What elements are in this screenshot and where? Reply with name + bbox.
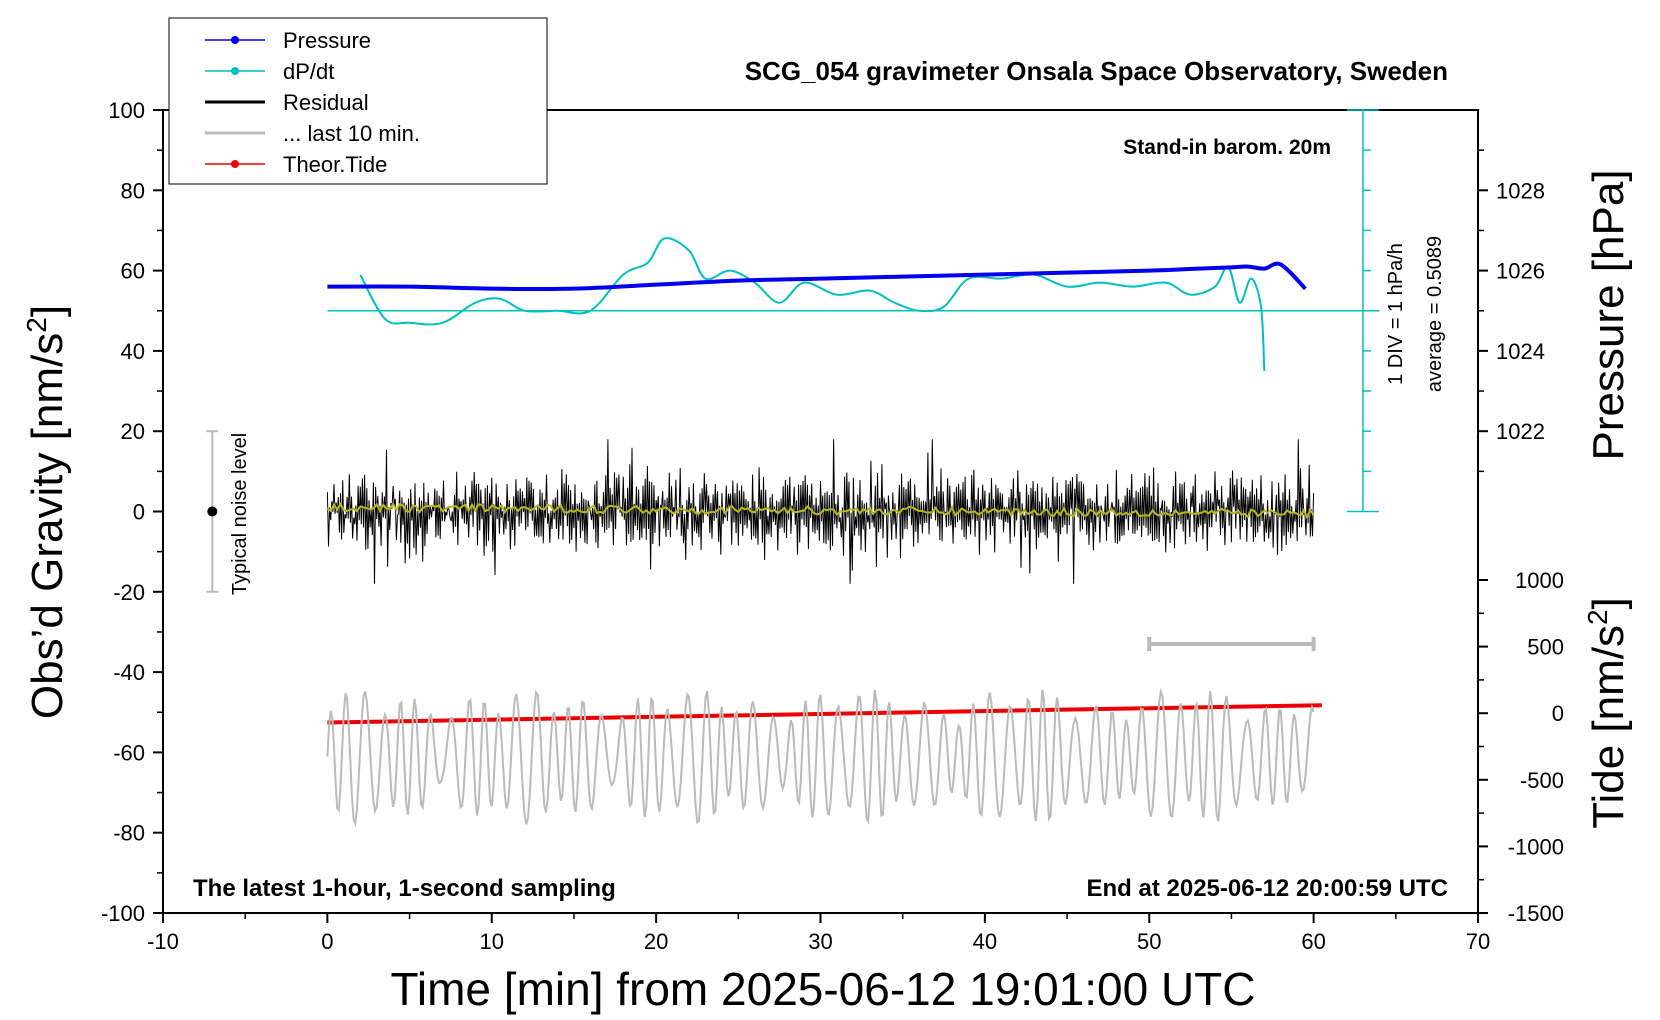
residual-smoothed-line bbox=[326, 501, 1315, 520]
tide-tick-label: 0 bbox=[1552, 701, 1564, 726]
x-tick-label: 50 bbox=[1137, 929, 1161, 954]
y-tick-label: -60 bbox=[113, 740, 145, 765]
y-tick-label: 60 bbox=[121, 259, 145, 284]
x-tick-label: 60 bbox=[1301, 929, 1325, 954]
noise-label: Typical noise level bbox=[229, 433, 251, 595]
bottom-right-note: End at 2025-06-12 20:00:59 UTC bbox=[1087, 875, 1449, 902]
legend-label: ... last 10 min. bbox=[283, 121, 420, 146]
y-tick-label: 0 bbox=[133, 500, 145, 525]
legend-label: Pressure bbox=[283, 28, 371, 53]
residual-line bbox=[326, 439, 1315, 584]
legend: Pressure dP/dt Residual ... last 10 min. The… bbox=[168, 17, 548, 185]
tide-tick-label: -1500 bbox=[1508, 901, 1564, 926]
tide-tick-label: 1000 bbox=[1515, 568, 1564, 593]
legend-marker bbox=[231, 160, 239, 168]
tide-tick-label: 500 bbox=[1527, 635, 1564, 660]
legend-marker bbox=[231, 36, 239, 44]
dpdt-line bbox=[359, 237, 1266, 372]
y-label-left-close: ] bbox=[23, 305, 72, 317]
pressure-tick-label: 1028 bbox=[1496, 178, 1545, 203]
bottom-left-note: The latest 1-hour, 1-second sampling bbox=[193, 875, 616, 902]
y-axis-label-tide: Tide [nm/s2] bbox=[1582, 597, 1633, 829]
pressure-tick-label: 1022 bbox=[1496, 419, 1545, 444]
legend-marker bbox=[231, 67, 239, 75]
noise-bar-center-dot bbox=[207, 506, 218, 517]
div-label: 1 DIV = 1 hPa/h bbox=[1385, 243, 1407, 385]
legend-label: dP/dt bbox=[283, 59, 334, 84]
y-tick-label: 100 bbox=[108, 98, 145, 123]
y-tick-label: -80 bbox=[113, 821, 145, 846]
x-tick-label: 0 bbox=[321, 929, 333, 954]
y-tick-label: 20 bbox=[121, 419, 145, 444]
axis-ticks: -10 0 10 20 30 40 50 60 70-100-80-60-40-20020406… bbox=[101, 98, 1564, 954]
legend-label: Residual bbox=[283, 90, 369, 115]
tide-line bbox=[327, 703, 1322, 725]
x-tick-label: 70 bbox=[1466, 929, 1490, 954]
y-axis-label-left: Obs’d Gravity [nm/s2] bbox=[21, 305, 72, 719]
y-tick-label: -40 bbox=[113, 660, 145, 685]
y-tick-label: 40 bbox=[121, 339, 145, 364]
y-label-tide-close: ] bbox=[1584, 597, 1633, 609]
y-tick-label: -100 bbox=[101, 901, 145, 926]
x-tick-label: 40 bbox=[973, 929, 997, 954]
tide-tick-label: -500 bbox=[1520, 768, 1564, 793]
annotation-layer bbox=[206, 430, 1316, 651]
tide-tick-label: -1000 bbox=[1508, 834, 1564, 859]
average-label: average = 0.5089 bbox=[1424, 236, 1446, 392]
x-tick-label: 20 bbox=[644, 929, 668, 954]
x-tick-label: -10 bbox=[147, 929, 179, 954]
pressure-tick-label: 1024 bbox=[1496, 339, 1545, 364]
last10-line bbox=[326, 687, 1315, 828]
y-label-tide-main: Tide [nm/s bbox=[1584, 625, 1633, 829]
x-tick-label: 30 bbox=[808, 929, 832, 954]
y-tick-label: 80 bbox=[121, 178, 145, 203]
pressure-tick-label: 1026 bbox=[1496, 259, 1545, 284]
y-label-tide-sup: 2 bbox=[1582, 609, 1613, 625]
series-layer bbox=[326, 109, 1380, 828]
chart-title: SCG_054 gravimeter Onsala Space Observat… bbox=[745, 56, 1448, 86]
y-axis-label-pressure: Pressure [hPa] bbox=[1584, 169, 1633, 460]
y-tick-label: -20 bbox=[113, 580, 145, 605]
x-tick-label: 10 bbox=[480, 929, 504, 954]
y-label-left-main: Obs’d Gravity [nm/s bbox=[23, 333, 72, 719]
y-label-left-sup: 2 bbox=[21, 317, 52, 333]
pressure-line bbox=[327, 261, 1307, 292]
stand-in-note: Stand-in barom. 20m bbox=[1123, 136, 1331, 159]
legend-label: Theor.Tide bbox=[283, 152, 387, 177]
x-axis-label: Time [min] from 2025-06-12 19:01:00 UTC bbox=[391, 963, 1256, 1015]
legend-entries: Pressure dP/dt Residual ... last 10 min. The… bbox=[205, 28, 420, 177]
